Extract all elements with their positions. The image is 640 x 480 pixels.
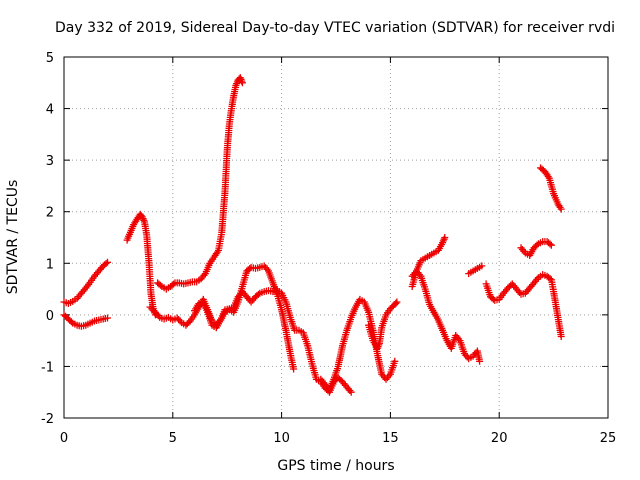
data-point: [557, 333, 565, 340]
data-point: [290, 365, 298, 373]
data-point: [170, 280, 177, 288]
data-point: [157, 281, 164, 289]
series-satellite-arc-14: [537, 164, 565, 213]
data-point: [238, 79, 246, 87]
plot-frame: [63, 56, 609, 419]
data-point: [393, 298, 401, 306]
series-satellite-arc-13: [517, 238, 555, 259]
series-satellite-arc-11: [465, 262, 486, 278]
data-points-layer: [60, 74, 565, 396]
data-point: [392, 299, 400, 307]
y-tick-label: 5: [46, 51, 54, 66]
y-tick-label: 4: [46, 103, 54, 118]
data-point: [104, 258, 111, 266]
data-point: [533, 241, 541, 249]
data-point: [176, 317, 184, 325]
y-tick-label: -2: [41, 412, 54, 427]
data-point: [441, 234, 449, 241]
data-point: [254, 290, 262, 298]
data-point: [67, 318, 75, 326]
series-satellite-arc-12: [482, 271, 565, 340]
data-point: [547, 241, 555, 249]
y-tick-label: -1: [41, 360, 54, 375]
x-tick-label: 5: [169, 431, 177, 446]
x-tick-label: 10: [273, 431, 290, 446]
y-tick-label: 3: [46, 154, 54, 169]
data-point: [557, 205, 565, 213]
x-tick-label: 0: [60, 431, 68, 446]
data-point: [546, 240, 554, 248]
series-satellite-arc-4: [154, 74, 246, 293]
y-tick-label: 0: [46, 309, 54, 324]
y-axis-label: SDTVAR / TECUs: [5, 180, 21, 295]
series-satellite-arc-9: [408, 234, 449, 290]
data-point: [102, 260, 110, 267]
series-satellite-arc-1: [60, 258, 111, 307]
x-axis-label: GPS time / hours: [277, 458, 394, 474]
data-point: [347, 388, 355, 396]
series-satellite-arc-6: [191, 286, 355, 396]
data-point: [546, 275, 554, 283]
x-tick-label: 25: [600, 431, 617, 446]
chart-title: Day 332 of 2019, Sidereal Day-to-day VTE…: [55, 20, 615, 36]
y-tick-label: 2: [46, 206, 54, 221]
y-tick-label: 1: [46, 257, 54, 272]
data-point: [104, 314, 111, 322]
x-tick-label: 20: [491, 431, 508, 446]
data-point: [476, 357, 484, 365]
x-tick-label: 15: [382, 431, 399, 446]
tick-layer: 0 5 10 15 20 25 -2 -1 0 1 2 3 4 5: [41, 51, 616, 446]
data-point: [478, 262, 486, 270]
data-point: [391, 357, 399, 365]
series-satellite-arc-10: [408, 267, 484, 365]
series-satellite-arc-3: [123, 210, 159, 319]
series-satellite-arc-2: [60, 311, 111, 330]
series-satellite-arc-8: [365, 298, 401, 352]
